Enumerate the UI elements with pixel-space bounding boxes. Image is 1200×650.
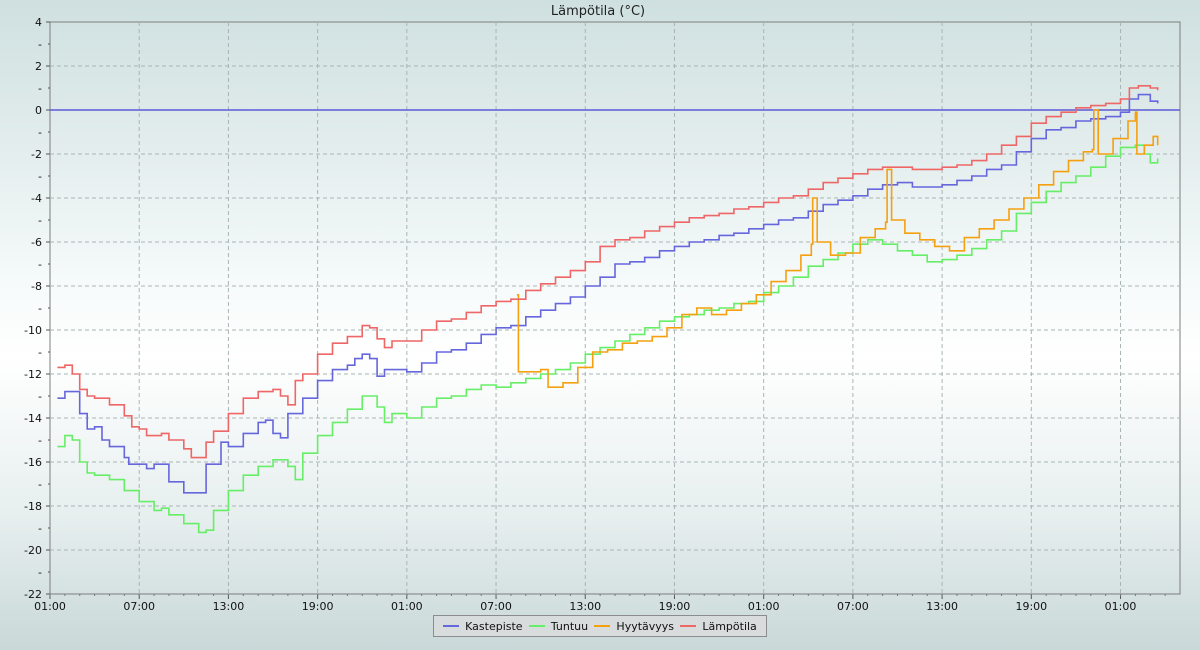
y-minor-label: - (38, 434, 42, 447)
y-minor-label: - (38, 302, 42, 315)
y-minor-label: - (38, 82, 42, 95)
legend-item: Lämpötila (680, 619, 757, 633)
legend-item: Tuntuu (528, 619, 589, 633)
grid-lines (50, 22, 1180, 594)
series-line-hyytävyys (516, 109, 1159, 388)
plot-area (49, 21, 1181, 595)
legend-swatch (594, 625, 611, 627)
x-tick-label: 01:00 (1105, 600, 1137, 613)
y-tick-label: -10 (24, 324, 42, 337)
y-tick-label: -16 (24, 456, 42, 469)
y-tick-label: -2 (31, 148, 42, 161)
series-line-lämpötila (57, 85, 1159, 459)
chart-title: Lämpötila (°C) (551, 4, 645, 19)
y-minor-label: - (38, 258, 42, 271)
x-tick-label: 07:00 (123, 600, 155, 613)
y-minor-label: - (38, 38, 42, 51)
x-tick-label: 13:00 (569, 600, 601, 613)
y-tick-label: -8 (31, 280, 42, 293)
x-tick-label: 19:00 (302, 600, 334, 613)
y-tick-label: 0 (35, 104, 42, 117)
x-tick-label: 01:00 (34, 600, 66, 613)
x-axis: 01:00 07:00 13:00 19:00 01:00 07:00 13:00 19:00… (34, 594, 1166, 613)
legend-label: Tuntuu (550, 619, 589, 633)
legend-label: Hyytävyys (616, 619, 675, 633)
legend-item: Hyytävyys (594, 620, 674, 633)
y-minor-label: - (38, 478, 42, 491)
y-minor-label: - (38, 566, 42, 579)
legend-item: Kastepiste (443, 619, 523, 633)
x-tick-label: 19:00 (1015, 600, 1047, 613)
y-tick-label: -4 (31, 192, 42, 205)
y-minor-label: - (38, 346, 42, 359)
y-minor-label: - (38, 390, 42, 403)
y-tick-label: -20 (24, 544, 42, 557)
legend-swatch (528, 625, 545, 627)
x-tick-label: 01:00 (391, 600, 423, 613)
y-axis: 4-2-0--2--4--6--8--10--12--14--16--18--2… (24, 16, 50, 601)
x-tick-label: 07:00 (480, 600, 512, 613)
x-tick-label: 01:00 (748, 600, 780, 613)
y-tick-label: -14 (24, 412, 42, 425)
x-tick-label: 19:00 (659, 600, 691, 613)
x-tick-label: 07:00 (837, 600, 869, 613)
series-lines (57, 85, 1159, 534)
y-tick-label: -18 (24, 500, 42, 513)
x-tick-label: 13:00 (926, 600, 958, 613)
y-tick-label: -6 (31, 236, 42, 249)
legend-label: Kastepiste (465, 619, 523, 633)
y-tick-label: -12 (24, 368, 42, 381)
legend: Kastepiste Tuntuu Hyytävyys Lämpötila (433, 615, 767, 637)
y-tick-label: -22 (24, 588, 42, 601)
y-tick-label: 4 (35, 16, 42, 29)
y-minor-label: - (38, 214, 42, 227)
y-tick-label: 2 (35, 60, 42, 73)
y-minor-label: - (38, 170, 42, 183)
series-line-kastepiste (57, 93, 1159, 494)
legend-label: Lämpötila (702, 619, 757, 633)
series-line-tuntuu (57, 144, 1159, 534)
y-minor-label: - (38, 522, 42, 535)
legend-swatch (443, 625, 460, 627)
x-tick-label: 13:00 (213, 600, 245, 613)
y-minor-label: - (38, 126, 42, 139)
legend-swatch (680, 625, 697, 627)
